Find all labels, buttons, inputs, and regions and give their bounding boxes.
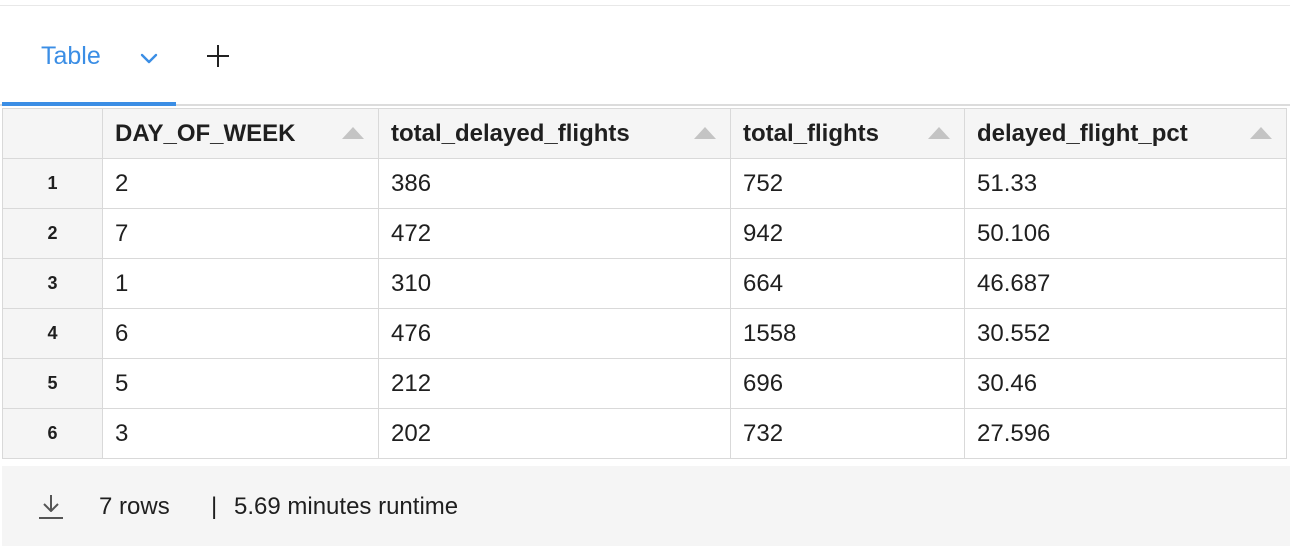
tab-table-label: Table (41, 42, 101, 70)
table-cell[interactable]: 51.33 (964, 158, 1287, 209)
row-index: 5 (2, 358, 103, 409)
table-cell[interactable]: 202 (378, 408, 731, 459)
table-row: 4 6 476 1558 30.552 (2, 308, 1287, 359)
footer-separator: | (211, 493, 218, 520)
results-table: DAY_OF_WEEK total_delayed_flights total_… (2, 108, 1287, 459)
table-cell[interactable]: 5 (102, 358, 379, 409)
index-column-header (2, 108, 103, 159)
sort-asc-icon[interactable] (1248, 125, 1274, 141)
column-header-total-flights[interactable]: total_flights (730, 108, 965, 159)
table-row: 1 2 386 752 51.33 (2, 158, 1287, 209)
sort-asc-icon[interactable] (692, 125, 718, 141)
table-cell[interactable]: 3 (102, 408, 379, 459)
table-row: 6 3 202 732 27.596 (2, 408, 1287, 459)
runtime-label: 5.69 minutes runtime (234, 493, 459, 520)
table-row: 3 1 310 664 46.687 (2, 258, 1287, 309)
table-cell[interactable]: 942 (730, 208, 965, 259)
table-cell[interactable]: 472 (378, 208, 731, 259)
table-cell[interactable]: 752 (730, 158, 965, 209)
table-cell[interactable]: 476 (378, 308, 731, 359)
row-index: 3 (2, 258, 103, 309)
table-cell[interactable]: 50.106 (964, 208, 1287, 259)
table-row: 5 5 212 696 30.46 (2, 358, 1287, 409)
table-cell[interactable]: 696 (730, 358, 965, 409)
row-index: 4 (2, 308, 103, 359)
table-cell[interactable]: 310 (378, 258, 731, 309)
table-cell[interactable]: 2 (102, 158, 379, 209)
column-header-label: DAY_OF_WEEK (115, 119, 296, 147)
table-row: 2 7 472 942 50.106 (2, 208, 1287, 259)
chevron-down-icon[interactable] (139, 51, 159, 65)
table-cell[interactable]: 27.596 (964, 408, 1287, 459)
column-header-delayed-flight-pct[interactable]: delayed_flight_pct (964, 108, 1287, 159)
table-cell[interactable]: 46.687 (964, 258, 1287, 309)
sort-asc-icon[interactable] (926, 125, 952, 141)
row-count: 7 rows (99, 493, 170, 520)
column-header-day-of-week[interactable]: DAY_OF_WEEK (102, 108, 379, 159)
table-cell[interactable]: 386 (378, 158, 731, 209)
table-cell[interactable]: 6 (102, 308, 379, 359)
top-border (0, 0, 1290, 6)
row-index: 1 (2, 158, 103, 209)
table-cell[interactable]: 1 (102, 258, 379, 309)
table-header-row: DAY_OF_WEEK total_delayed_flights total_… (2, 108, 1287, 159)
row-index: 2 (2, 208, 103, 259)
column-header-label: total_delayed_flights (391, 119, 630, 147)
tab-bar: Table (0, 6, 1290, 106)
table-cell[interactable]: 30.552 (964, 308, 1287, 359)
table-cell[interactable]: 664 (730, 258, 965, 309)
column-header-label: delayed_flight_pct (977, 119, 1188, 147)
row-index: 6 (2, 408, 103, 459)
column-header-label: total_flights (743, 119, 879, 147)
sort-asc-icon[interactable] (340, 125, 366, 141)
table-cell[interactable]: 30.46 (964, 358, 1287, 409)
add-tab-icon[interactable] (204, 42, 232, 70)
tab-table[interactable]: Table (2, 6, 176, 106)
table-cell[interactable]: 212 (378, 358, 731, 409)
table-cell[interactable]: 732 (730, 408, 965, 459)
column-header-total-delayed-flights[interactable]: total_delayed_flights (378, 108, 731, 159)
download-icon[interactable] (36, 492, 66, 522)
table-cell[interactable]: 1558 (730, 308, 965, 359)
results-footer: 7 rows | 5.69 minutes runtime (2, 466, 1290, 546)
table-cell[interactable]: 7 (102, 208, 379, 259)
